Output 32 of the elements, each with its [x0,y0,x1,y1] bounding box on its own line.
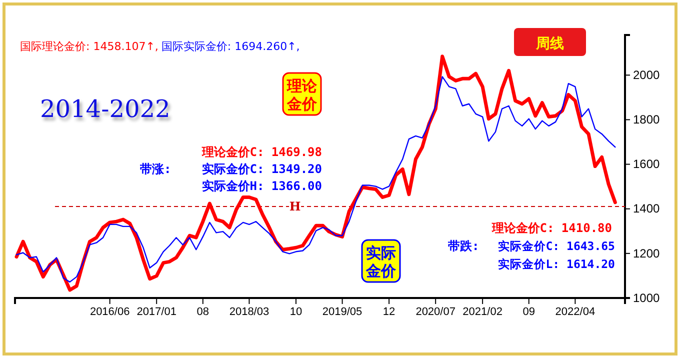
annotation: 实际金价H: 1366.00 [202,179,322,193]
ref-line-label: H [289,200,301,214]
annotation: 带涨: [140,162,172,176]
annotation: 实际金价C: 1349.20 [202,162,322,176]
annotation: 带跌: [448,239,480,253]
x-tick-label: 2018/03 [229,306,270,318]
y-tick-label: 1600 [633,157,660,172]
y-tick-label: 1800 [633,112,660,127]
y-tick-label: 2000 [633,68,660,82]
annotation: 理论金价C: 1410.80 [490,221,612,235]
y-tick-label: 1200 [633,246,660,260]
x-tick-label: 2021/02 [462,306,502,318]
text: 理论金价 [286,77,318,113]
x-tick-label: 12 [382,306,396,318]
annotation: 国际理论金价: 1458.107↑, [20,40,158,53]
annotation: 理论金价C: 1469.98 [200,145,322,159]
x-tick-label: 2019/05 [322,306,362,318]
y-tick-label: 1400 [633,202,660,216]
x-tick-label: 2022/04 [555,306,596,318]
text: 2014-2022 [40,95,170,123]
x-tick-label: 10 [290,306,302,318]
x-tick-label: 2020/07 [416,306,456,318]
x-tick-label: 2017/01 [136,306,176,318]
series-label: 实际金价 [365,244,397,280]
annotation: 周线 [535,36,564,52]
annotation: 实际金价L: 1614.20 [498,257,616,271]
annotation: 实际金价C: 1643.65 [498,239,616,253]
y-tick-label: 1000 [633,290,660,305]
x-tick-label: 2016/06 [90,306,130,318]
x-tick-label: 09 [522,306,535,318]
annotation: 国际实际金价: 1694.260↑, [161,40,300,53]
x-tick-label: 08 [196,306,210,318]
